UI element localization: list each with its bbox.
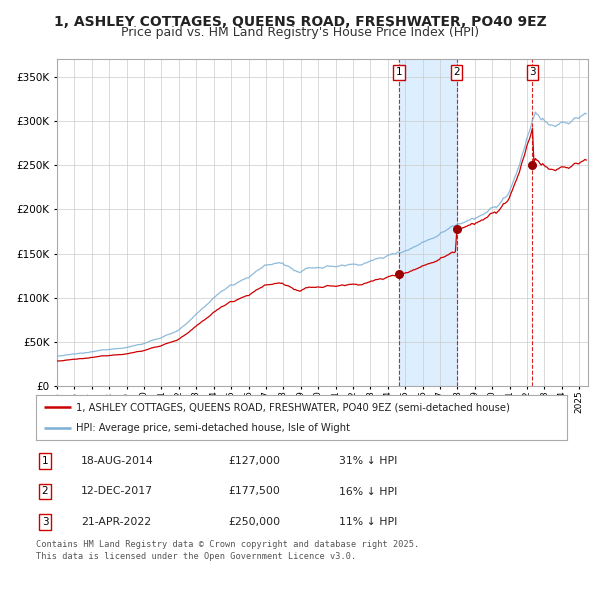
Text: 1, ASHLEY COTTAGES, QUEENS ROAD, FRESHWATER, PO40 9EZ (semi-detached house): 1, ASHLEY COTTAGES, QUEENS ROAD, FRESHWA…: [76, 402, 510, 412]
Text: 1: 1: [41, 456, 49, 466]
Text: 1, ASHLEY COTTAGES, QUEENS ROAD, FRESHWATER, PO40 9EZ: 1, ASHLEY COTTAGES, QUEENS ROAD, FRESHWA…: [53, 15, 547, 29]
Text: 2: 2: [41, 487, 49, 496]
Text: 21-APR-2022: 21-APR-2022: [81, 517, 151, 527]
Text: 3: 3: [41, 517, 49, 527]
Text: Price paid vs. HM Land Registry's House Price Index (HPI): Price paid vs. HM Land Registry's House …: [121, 26, 479, 39]
Text: 18-AUG-2014: 18-AUG-2014: [81, 456, 154, 466]
Text: 16% ↓ HPI: 16% ↓ HPI: [339, 487, 397, 496]
Text: 31% ↓ HPI: 31% ↓ HPI: [339, 456, 397, 466]
Text: 2: 2: [453, 67, 460, 77]
Bar: [399, 59, 457, 386]
Text: Contains HM Land Registry data © Crown copyright and database right 2025.
This d: Contains HM Land Registry data © Crown c…: [36, 540, 419, 561]
Text: £250,000: £250,000: [228, 517, 280, 527]
Text: HPI: Average price, semi-detached house, Isle of Wight: HPI: Average price, semi-detached house,…: [76, 422, 350, 432]
Text: 12-DEC-2017: 12-DEC-2017: [81, 487, 153, 496]
Text: £177,500: £177,500: [228, 487, 280, 496]
Text: 3: 3: [529, 67, 536, 77]
Text: 1: 1: [395, 67, 402, 77]
Text: 11% ↓ HPI: 11% ↓ HPI: [339, 517, 397, 527]
Text: £127,000: £127,000: [228, 456, 280, 466]
